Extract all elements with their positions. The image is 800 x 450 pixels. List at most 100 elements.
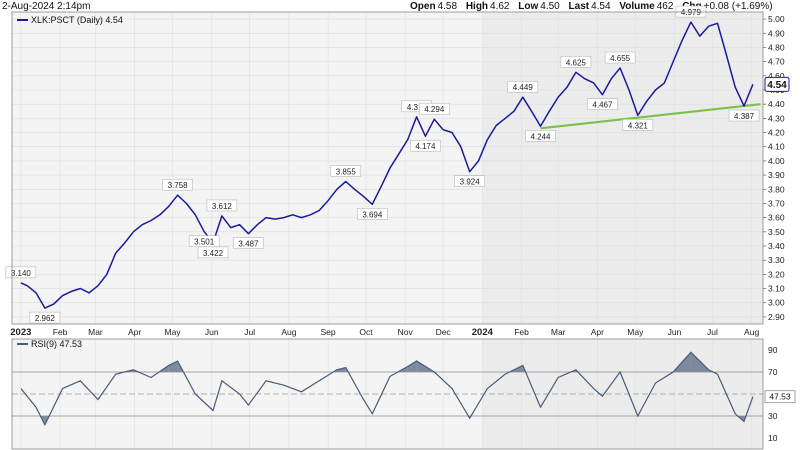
annotation-box xyxy=(162,178,193,191)
y-tick-label: 4.60 xyxy=(768,71,785,81)
y-tick-label: 3.30 xyxy=(768,255,785,265)
x-tick-label: Apr xyxy=(128,327,141,337)
y-tick-label: 4.40 xyxy=(768,99,785,109)
annotation-label: 3.694 xyxy=(362,210,383,219)
price-annotation: 4.244 xyxy=(525,130,556,142)
x-tick-label: 2023 xyxy=(10,327,31,338)
y-tick-label: 4.30 xyxy=(768,113,785,123)
y-tick-label: 4.00 xyxy=(768,156,785,166)
price-legend-text: XLK:PSCT (Daily) 4.54 xyxy=(31,15,123,25)
y-tick-label: 4.20 xyxy=(768,128,785,138)
y-tick-label: 4.10 xyxy=(768,142,785,152)
price-y-axis: 2.90 3.00 3.10 3.20 3.30 3.40 3.50 3.60 3.70 3.80… xyxy=(763,14,790,322)
rsi-tick-label: 70 xyxy=(768,367,778,377)
rsi-overbought-fill xyxy=(168,361,178,372)
annotation-label: 2.962 xyxy=(35,314,56,323)
annotations: 3.140 2.962 3.758 3.501 3.422 3.612 3.487 3.855… xyxy=(5,5,760,324)
annotation-label: 4.311 xyxy=(407,103,427,112)
annotation-label: 4.625 xyxy=(566,58,587,67)
annotation-box xyxy=(233,237,264,249)
volume-value: 462 xyxy=(656,1,674,12)
x-tick-label: Aug xyxy=(281,327,296,337)
price-annotation: 3.855 xyxy=(330,165,362,177)
x-tick-label: Jun xyxy=(668,327,682,337)
y-tick-label: 5.00 xyxy=(768,14,785,24)
legends: XLK:PSCT (Daily) 4.54 RSI(9) 47.53 xyxy=(17,15,123,349)
high-value: 4.62 xyxy=(490,1,510,12)
y-tick-label: 3.60 xyxy=(768,213,785,223)
x-tick-label: Feb xyxy=(514,327,529,337)
annotation-label: 3.612 xyxy=(212,202,233,211)
price-annotation: 3.758 xyxy=(162,178,193,191)
annotation-box xyxy=(5,266,37,279)
price-annotation: 3.924 xyxy=(454,175,485,187)
x-tick-label: May xyxy=(627,327,644,337)
annotation-label: 4.294 xyxy=(424,105,445,114)
x-tick-label: Mar xyxy=(88,327,103,337)
price-annotation: 2.962 xyxy=(29,311,61,324)
annotation-box xyxy=(29,311,61,324)
price-annotation: 4.655 xyxy=(604,51,636,64)
y-tick-label: 3.70 xyxy=(768,198,785,208)
price-annotation: 3.422 xyxy=(197,246,229,259)
annotation-label: 4.321 xyxy=(628,121,649,130)
annotation-label: 4.387 xyxy=(734,112,755,121)
y-tick-label: 4.70 xyxy=(768,57,785,67)
annotation-box xyxy=(410,139,441,152)
annotation-label: 3.501 xyxy=(194,238,215,247)
panel-frames xyxy=(11,11,764,450)
rsi-tick-label: 30 xyxy=(768,411,778,421)
price-annotation: 4.387 xyxy=(728,109,760,122)
price-gridlines xyxy=(12,12,763,449)
low-label: Low xyxy=(518,1,539,12)
open-label: Open xyxy=(410,1,436,12)
price-panel-frame xyxy=(11,11,764,325)
price-band xyxy=(482,12,763,324)
price-annotation: 3.694 xyxy=(357,208,388,220)
price-series-line xyxy=(20,21,754,309)
price-annotation: 3.140 xyxy=(5,266,37,279)
rsi-panel-frame xyxy=(11,338,764,450)
price-annotation: 4.625 xyxy=(560,55,592,68)
rsi-line-group xyxy=(20,351,754,427)
rsi-overbought-fill xyxy=(407,361,417,372)
annotation-box xyxy=(330,165,362,177)
price-annotation: 4.294 xyxy=(418,102,450,115)
high-label: High xyxy=(465,1,489,12)
annotation-label: 3.924 xyxy=(460,178,481,187)
y-tick-label: 3.20 xyxy=(768,269,785,279)
annotation-label: 3.422 xyxy=(203,249,224,258)
annotation-box xyxy=(728,109,760,122)
rsi-legend-text: RSI(9) 47.53 xyxy=(31,339,82,349)
price-annotation: 3.612 xyxy=(206,199,238,212)
x-tick-label: Mar xyxy=(551,327,566,337)
annotation-box xyxy=(197,246,229,259)
annotation-box xyxy=(418,102,450,115)
x-tick-label: Feb xyxy=(53,327,68,337)
annotation-box xyxy=(622,119,654,131)
last-price-badge-label: 4.54 xyxy=(767,80,787,91)
annotation-label: 4.174 xyxy=(415,142,436,151)
x-tick-label: Jul xyxy=(707,327,718,337)
price-band xyxy=(12,12,483,324)
annotation-label: 4.244 xyxy=(530,132,551,141)
annotation-box xyxy=(454,175,485,187)
y-tick-label: 3.10 xyxy=(768,284,785,294)
price-annotation: 4.174 xyxy=(410,139,441,152)
price-annotation: 4.979 xyxy=(675,5,707,18)
annotation-box xyxy=(357,208,388,220)
x-axis: 2023 Feb Mar Apr May Jun Jul Aug Sep Oct Nov Dec 202… xyxy=(10,327,759,338)
y-tick-label: 3.40 xyxy=(768,241,785,251)
trendline xyxy=(540,103,761,130)
annotation-box xyxy=(507,80,539,93)
x-tick-label: Sep xyxy=(321,327,336,337)
price-annotation: 4.321 xyxy=(622,119,654,131)
x-tick-label: Jul xyxy=(244,327,255,337)
x-tick-label: 2024 xyxy=(472,327,494,338)
y-tick-label: 4.80 xyxy=(768,42,785,52)
rsi-last-badge-label: 47.53 xyxy=(769,392,791,402)
last-price-badge xyxy=(764,76,790,92)
price-annotation: 4.467 xyxy=(587,98,618,110)
annotation-box xyxy=(560,55,592,68)
